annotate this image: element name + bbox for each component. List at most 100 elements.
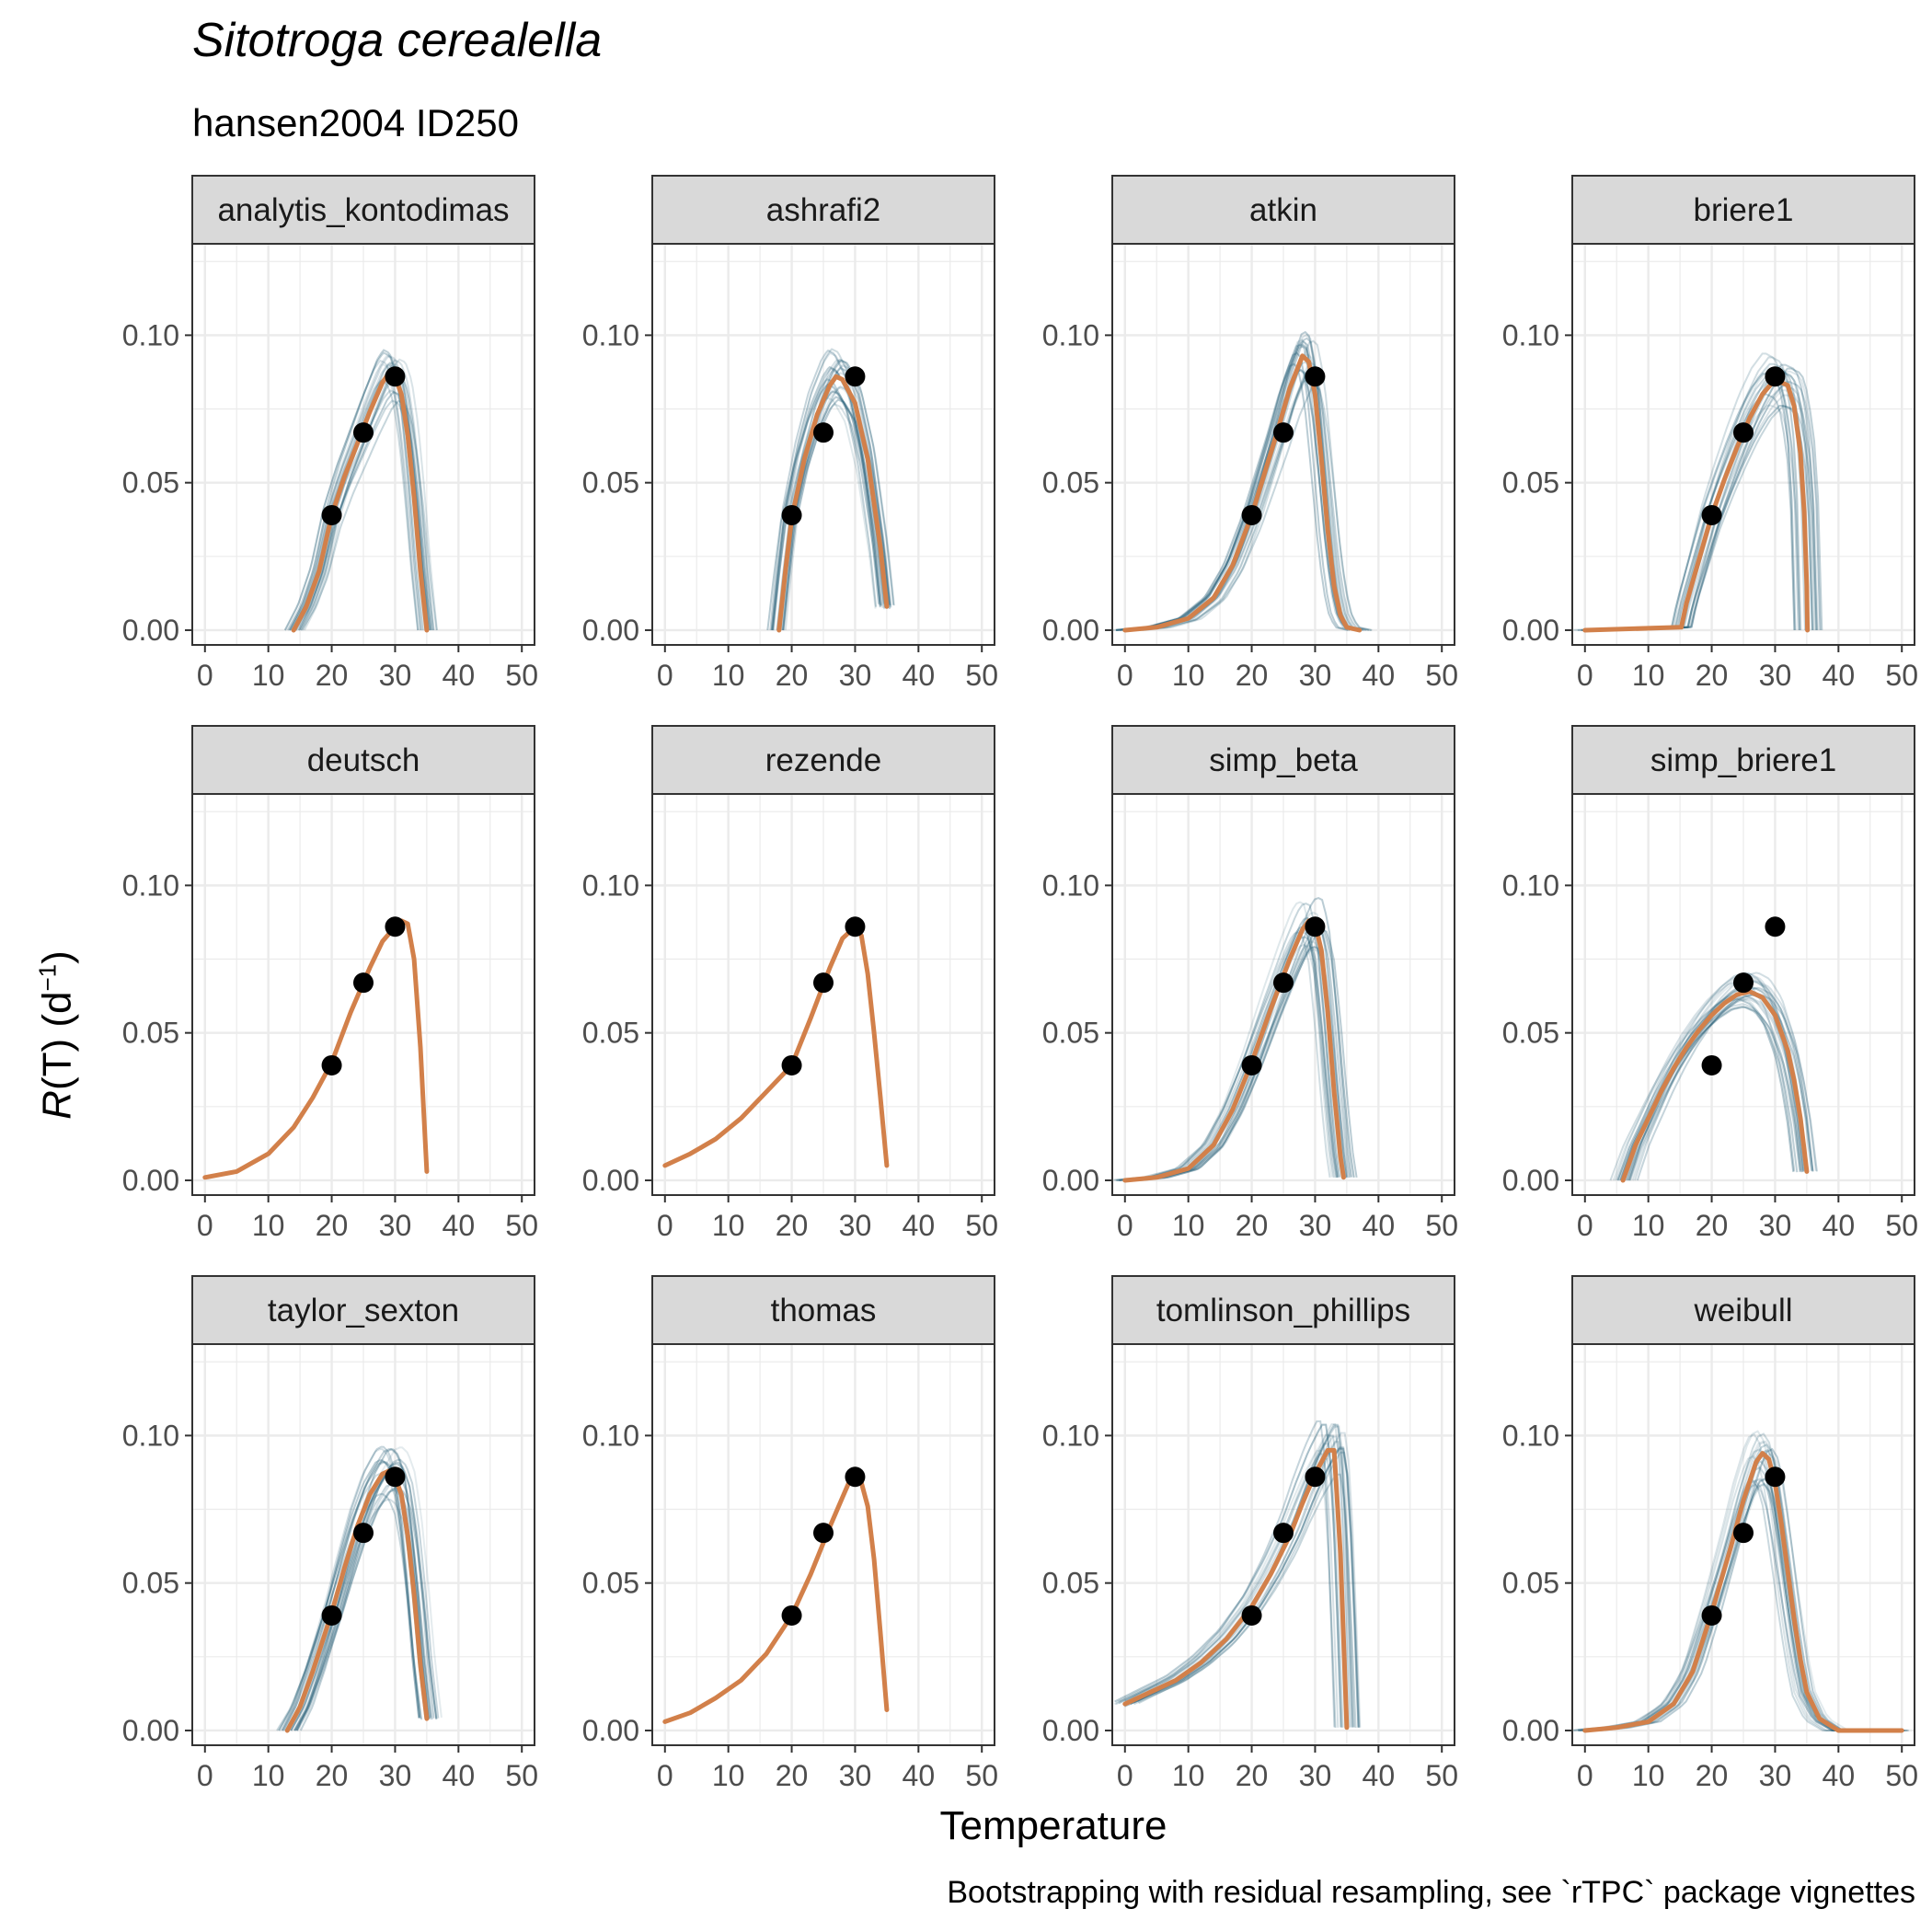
x-tick-label: 10	[712, 1759, 745, 1792]
data-point	[321, 1054, 342, 1075]
x-tick-label: 50	[965, 1209, 998, 1242]
panel-border	[191, 1343, 535, 1746]
bootstrap-curve	[1124, 1420, 1336, 1728]
panel-border	[651, 793, 995, 1196]
bootstrap-curve	[1634, 972, 1814, 1181]
bootstrap-curve	[293, 1446, 443, 1731]
x-tick-label: 10	[1632, 1759, 1665, 1792]
chart-caption: Bootstrapping with residual resampling, …	[947, 1875, 1915, 1910]
data-point	[781, 504, 802, 525]
y-tick-label: 0.00	[122, 1164, 179, 1197]
fitted-curve	[1582, 1451, 1904, 1733]
x-tick-label: 30	[1299, 1209, 1332, 1242]
bootstrap-curve	[1135, 945, 1348, 1181]
facet-strip-label: tomlinson_phillips	[1156, 1293, 1410, 1328]
x-tick-label: 30	[839, 1759, 872, 1792]
bootstrap-curve	[1609, 993, 1801, 1181]
data-point	[1305, 1466, 1326, 1488]
bootstrap-curve	[772, 351, 881, 631]
data-point	[1305, 916, 1326, 937]
bootstrap-curve	[782, 366, 891, 631]
panel-border	[651, 243, 995, 646]
x-tick-label: 30	[379, 1759, 412, 1792]
facet-strip	[1111, 175, 1455, 245]
y-tick-label: 0.00	[582, 1714, 639, 1747]
x-tick-label: 0	[657, 1759, 673, 1792]
bootstrap-curve	[282, 1448, 432, 1731]
facet-strip	[191, 725, 535, 795]
x-tick-label: 10	[1632, 659, 1665, 692]
y-tick-label: 0.00	[1502, 1714, 1559, 1747]
data-point	[1273, 422, 1294, 443]
x-tick-label: 10	[1172, 1759, 1205, 1792]
x-axis-label: Temperature	[939, 1803, 1167, 1848]
x-tick-label: 40	[903, 659, 936, 692]
bootstrap-curve	[769, 349, 880, 631]
data-point	[321, 504, 342, 525]
facet-panel-rezende: rezende 0.00 0.05 0.10 0 10 20 30 40 50	[582, 725, 998, 1242]
fitted-curve	[1122, 918, 1346, 1183]
x-tick-label: 30	[839, 1209, 872, 1242]
bootstrap-curve	[290, 377, 421, 631]
x-tick-label: 50	[1425, 1209, 1458, 1242]
facet-strip-label: simp_beta	[1209, 742, 1358, 778]
bootstrap-curve	[295, 1458, 440, 1731]
bootstrap-curve	[288, 354, 430, 631]
panel-border	[1111, 793, 1455, 1196]
x-tick-label: 40	[443, 1209, 476, 1242]
x-tick-label: 40	[1823, 1759, 1856, 1792]
y-tick-label: 0.00	[1042, 1714, 1099, 1747]
x-tick-label: 40	[1363, 1209, 1396, 1242]
y-tick-label: 0.05	[582, 466, 639, 500]
y-tick-label: 0.05	[1042, 1017, 1099, 1050]
bootstrap-curve	[771, 390, 886, 631]
facet-strip	[651, 1275, 995, 1345]
x-tick-label: 20	[1696, 1759, 1729, 1792]
bootstrap-curve	[1625, 992, 1818, 1181]
data-point	[813, 972, 834, 994]
x-tick-label: 20	[776, 1759, 809, 1792]
bootstrap-curve	[782, 364, 895, 631]
data-point	[781, 1054, 802, 1075]
y-tick-label: 0.10	[1502, 318, 1559, 351]
facet-strip	[1111, 1275, 1455, 1345]
y-tick-label: 0.05	[1042, 466, 1099, 500]
y-tick-label: 0.00	[1042, 1164, 1099, 1197]
data-point	[1765, 1466, 1786, 1488]
x-tick-label: 10	[712, 1209, 745, 1242]
y-tick-label: 0.10	[582, 868, 639, 902]
fitted-curve	[1620, 989, 1810, 1183]
data-point	[1701, 504, 1722, 525]
x-tick-label: 20	[1236, 1209, 1269, 1242]
fitted-curve	[202, 918, 430, 1180]
x-tick-label: 0	[1117, 1759, 1133, 1792]
data-point	[385, 916, 406, 937]
x-tick-label: 0	[1117, 1209, 1133, 1242]
data-point	[1241, 1604, 1262, 1626]
bootstrap-curve	[1627, 981, 1812, 1181]
x-tick-label: 50	[1425, 1759, 1458, 1792]
data-point	[1765, 366, 1786, 387]
x-tick-label: 20	[1696, 659, 1729, 692]
facet-panel-taylor_sexton: taylor_sexton 0.00 0.05 0.10 0 10 20 30 40 50	[122, 1275, 538, 1792]
bootstrap-curve	[281, 1447, 420, 1731]
facet-panel-weibull: weibull 0.00 0.05 0.10 0 10 20 30 40 50	[1502, 1275, 1918, 1792]
facet-strip-label: rezende	[765, 742, 881, 778]
data-point	[385, 1466, 406, 1488]
y-tick-label: 0.10	[582, 1419, 639, 1452]
chart-subtitle: hansen2004 ID250	[192, 101, 519, 144]
x-tick-label: 50	[965, 659, 998, 692]
fitted-curve	[662, 924, 890, 1168]
fitted-curve	[1122, 1447, 1350, 1731]
data-point	[353, 972, 374, 994]
x-tick-label: 40	[443, 1759, 476, 1792]
y-tick-label: 0.00	[122, 614, 179, 647]
data-point	[1733, 1523, 1754, 1544]
bootstrap-curve	[772, 367, 883, 631]
y-tick-label: 0.05	[1502, 1567, 1559, 1600]
y-tick-label: 0.05	[122, 1567, 179, 1600]
y-tick-label: 0.00	[1502, 1164, 1559, 1197]
data-point	[1241, 1054, 1262, 1075]
bootstrap-curve	[1612, 995, 1796, 1181]
x-tick-label: 30	[1759, 659, 1792, 692]
